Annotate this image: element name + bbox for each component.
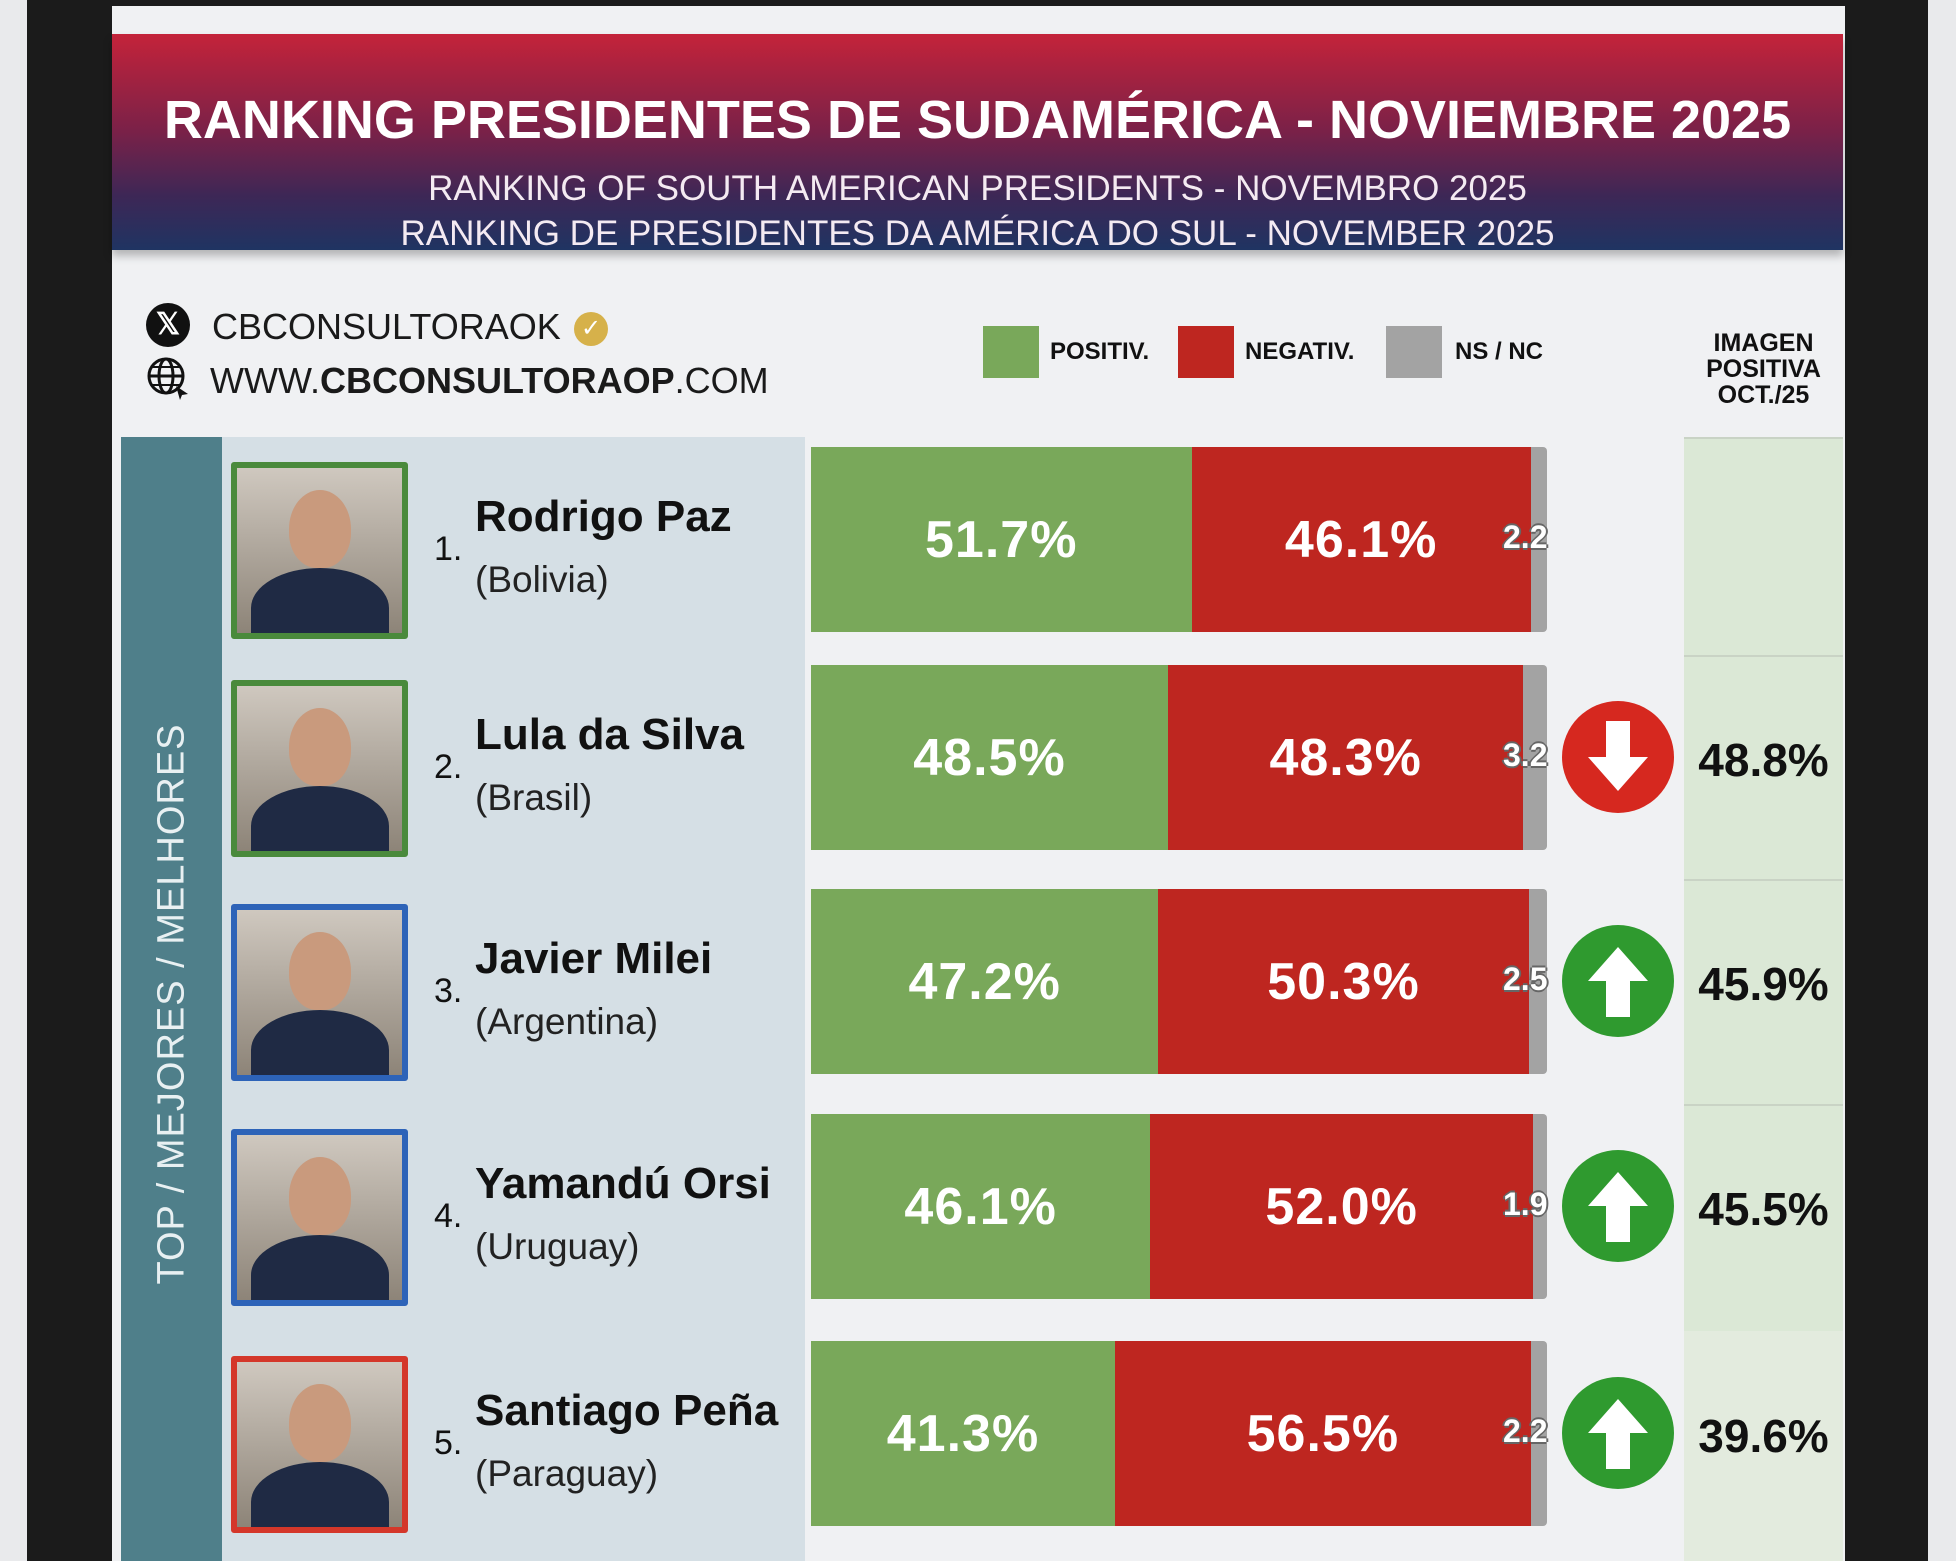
photo-head [289, 1384, 351, 1462]
left-frame [27, 0, 112, 1561]
photo-head [289, 1157, 351, 1235]
header-banner: RANKING PRESIDENTES DE SUDAMÉRICA - NOVI… [112, 34, 1843, 253]
rank-number: 1. [434, 530, 463, 568]
president-country: (Brasil) [475, 777, 593, 818]
arrow-down-icon [1562, 701, 1674, 813]
photo-body [251, 568, 389, 633]
bar-nsnc [1523, 665, 1547, 850]
rank-number: 3. [434, 972, 463, 1010]
site-brand: CBCONSULTORAOP [319, 360, 675, 401]
category-band [121, 437, 222, 1561]
subtitle-english: RANKING OF SOUTH AMERICAN PRESIDENTS - N… [428, 169, 1527, 208]
rank-number: 5. [434, 1424, 463, 1462]
social-handle: CBCONSULTORAOK [212, 306, 561, 347]
photo-body [251, 786, 389, 851]
nsnc-label: 2.2 [1503, 519, 1548, 555]
president-photo [231, 1129, 408, 1306]
president-photo [231, 904, 408, 1081]
legend-swatch-nsnc [1386, 326, 1442, 378]
president-name: Lula da Silva [475, 710, 744, 759]
president-photo [231, 462, 408, 639]
president-country: (Paraguay) [475, 1453, 659, 1494]
verified-badge-icon: ✓ [574, 312, 608, 346]
bar-negative: 52.0% [1150, 1114, 1533, 1299]
previous-cell [1684, 879, 1843, 1106]
bar-positive: 41.3% [811, 1341, 1115, 1526]
prev-header-line: OCT./25 [1717, 381, 1810, 409]
nsnc-label: 2.5 [1503, 961, 1548, 997]
president-name: Rodrigo Paz [475, 492, 732, 541]
arrow-up-icon [1562, 1377, 1674, 1489]
legend-label-negative: NEGATIV. [1245, 338, 1355, 365]
president-name: Yamandú Orsi [475, 1159, 771, 1208]
legend-swatch-positive [983, 326, 1039, 378]
prev-header-line: IMAGEN [1713, 329, 1814, 357]
arrow-up-icon [1562, 1150, 1674, 1262]
president-name: Santiago Peña [475, 1386, 779, 1435]
previous-positive-value: 45.9% [1698, 958, 1829, 1010]
bar-positive: 46.1% [811, 1114, 1151, 1299]
previous-positive-value: 39.6% [1698, 1410, 1829, 1462]
nsnc-label: 1.9 [1503, 1186, 1548, 1222]
legend-swatch-negative [1178, 326, 1234, 378]
legend-label-nsnc: NS / NC [1455, 338, 1544, 365]
president-photo [231, 1356, 408, 1533]
bar-positive: 48.5% [811, 665, 1168, 850]
photo-body [251, 1462, 389, 1527]
site-prefix: WWW. [210, 360, 320, 401]
bar-negative: 46.1% [1191, 447, 1531, 632]
photo-body [251, 1235, 389, 1300]
bar-nsnc [1530, 1341, 1547, 1526]
bar-nsnc [1533, 1114, 1547, 1299]
globe-icon [147, 357, 188, 400]
previous-cell [1684, 437, 1843, 664]
right-frame [1845, 0, 1928, 1561]
subtitle-portuguese: RANKING DE PRESIDENTES DA AMÉRICA DO SUL… [400, 214, 1555, 253]
previous-column-header: IMAGEN POSITIVA OCT./25 [1684, 330, 1843, 408]
website-link[interactable]: WWW.CBCONSULTORAOP.COM [210, 360, 769, 402]
x-logo-icon: 𝕏 [146, 303, 190, 347]
rank-number: 2. [434, 748, 463, 786]
legend-label-positive: POSITIV. [1050, 338, 1150, 365]
president-country: (Uruguay) [475, 1226, 640, 1267]
president-country: (Argentina) [475, 1001, 659, 1042]
bar-negative: 48.3% [1167, 665, 1524, 850]
photo-body [251, 1010, 389, 1075]
nsnc-label: 3.2 [1503, 737, 1548, 773]
president-photo [231, 680, 408, 857]
previous-cell [1684, 1104, 1843, 1331]
bar-negative: 50.3% [1158, 889, 1529, 1074]
bar-positive: 47.2% [811, 889, 1159, 1074]
president-country: (Bolivia) [475, 559, 609, 600]
bar-negative: 56.5% [1114, 1341, 1531, 1526]
photo-head [289, 490, 351, 568]
bar-nsnc [1528, 889, 1547, 1074]
photo-head [289, 932, 351, 1010]
bar-positive: 51.7% [811, 447, 1192, 632]
band-label-text: TOP / MEJORES / MELHORES [150, 723, 192, 1285]
previous-positive-value: 45.5% [1698, 1183, 1829, 1235]
previous-positive-value: 48.8% [1698, 734, 1829, 786]
previous-cell [1684, 655, 1843, 882]
president-name: Javier Milei [475, 934, 713, 983]
nsnc-label: 2.2 [1503, 1413, 1548, 1449]
arrow-up-icon [1562, 925, 1674, 1037]
chart-title: RANKING PRESIDENTES DE SUDAMÉRICA - NOVI… [163, 90, 1792, 150]
bar-nsnc [1530, 447, 1547, 632]
rank-number: 4. [434, 1197, 463, 1235]
prev-header-line: POSITIVA [1706, 355, 1821, 383]
photo-head [289, 708, 351, 786]
top-frame [112, 0, 1845, 6]
site-suffix: .COM [674, 360, 769, 401]
